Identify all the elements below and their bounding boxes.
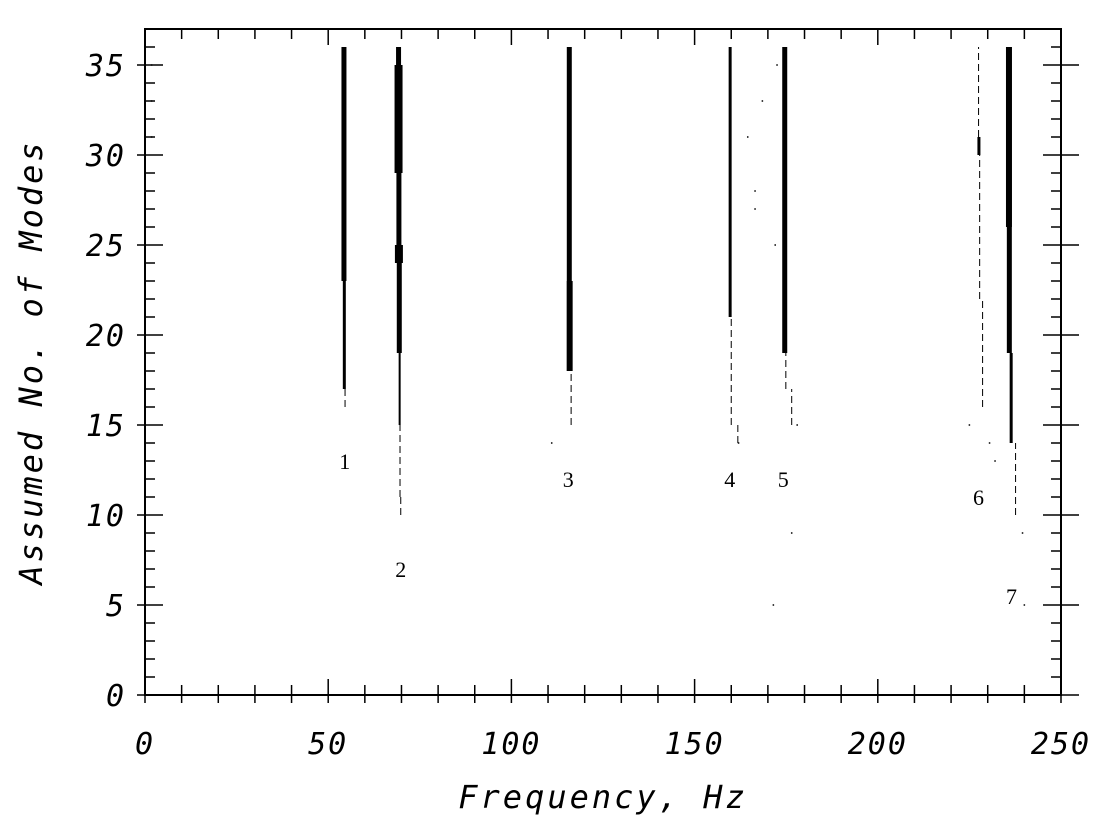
y-axis-title: Assumed No. of Modes	[12, 139, 50, 586]
mode-label: 3	[563, 467, 574, 492]
x-tick-label: 100	[481, 727, 541, 762]
x-tick-labels: 0 50 100 150 200 250	[135, 727, 1091, 762]
scatter-point	[790, 532, 793, 534]
mode-label: 2	[395, 557, 406, 582]
plot-frame	[144, 28, 1062, 696]
scatter-point	[737, 442, 740, 444]
mode-number-labels: 1 2 3 4 5 6 7	[339, 449, 1017, 609]
x-tick-label: 200	[848, 727, 908, 762]
scatter-point	[761, 100, 764, 102]
y-tick-label: 20	[86, 319, 126, 354]
scatter-point	[772, 604, 775, 606]
y-tick-label: 5	[106, 589, 126, 624]
y-tick-label: 0	[106, 679, 126, 714]
x-tick-label: 0	[135, 727, 155, 762]
scatter-point	[150, 100, 153, 102]
mode-label: 6	[973, 485, 984, 510]
y-tick-label: 30	[85, 139, 126, 174]
scatter-point	[754, 190, 756, 192]
mode-label: 5	[778, 467, 789, 492]
scatter-point	[774, 244, 776, 246]
y-tick-labels: 0 5 10 15 20 25 30 35	[85, 49, 126, 714]
scatter-point	[746, 136, 749, 138]
scatter-point	[988, 442, 991, 444]
scatter-points	[150, 64, 1026, 606]
y-tick-label: 25	[86, 229, 126, 264]
x-tick-label: 50	[308, 727, 348, 762]
scatter-point	[550, 442, 553, 444]
scatter-point	[796, 424, 798, 426]
y-tick-label: 15	[86, 409, 126, 444]
scatter-point	[994, 460, 996, 462]
y-tick-label: 10	[86, 499, 126, 534]
scatter-point	[776, 64, 778, 66]
mode-label: 7	[1006, 584, 1017, 609]
x-tick-label: 150	[665, 727, 725, 762]
x-axis-title: Frequency, Hz	[458, 778, 747, 816]
scatter-point	[150, 136, 153, 138]
y-tick-label: 35	[85, 49, 126, 84]
x-tick-label: 250	[1031, 727, 1091, 762]
mode-label: 1	[339, 449, 350, 474]
scatter-point	[150, 64, 153, 66]
mode-traces	[341, 47, 1017, 515]
scatter-point	[968, 424, 971, 426]
mode-label: 4	[724, 467, 735, 492]
axis-ticks	[137, 28, 1079, 703]
scatter-point	[1021, 532, 1024, 534]
scatter-point	[1023, 604, 1026, 606]
scatter-point	[754, 208, 756, 210]
